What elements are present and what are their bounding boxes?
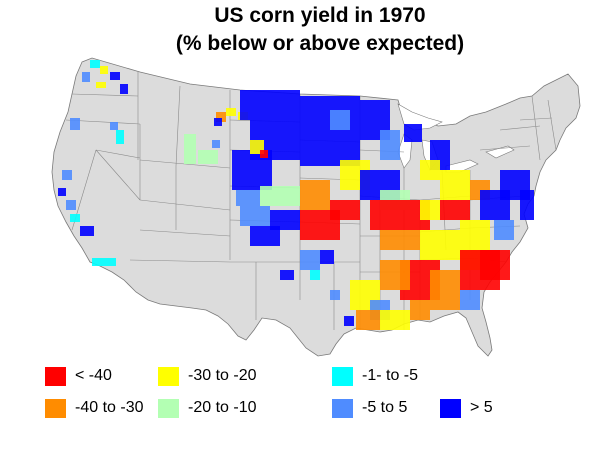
county-patch [110, 72, 120, 80]
county-patch [440, 170, 470, 200]
legend-label: -30 to -20 [188, 367, 257, 384]
county-patch [82, 72, 90, 82]
legend-swatch [158, 366, 179, 386]
county-patch [430, 270, 460, 310]
county-patch [460, 220, 490, 240]
county-patch [356, 310, 380, 330]
county-patch [410, 300, 430, 320]
county-patch [216, 112, 226, 122]
county-patch [260, 186, 300, 206]
map-title-line-2: (% below or above expected) [175, 32, 465, 55]
legend-swatch [158, 398, 179, 418]
county-patch [198, 150, 218, 164]
county-patch [240, 206, 270, 226]
county-patch [260, 150, 268, 158]
county-patch [236, 190, 260, 206]
county-patch [330, 290, 340, 300]
county-patch [320, 250, 334, 264]
county-patch [214, 118, 222, 126]
legend-item-minus-5-to-5: -5 to 5 [332, 397, 407, 419]
county-patch [270, 210, 300, 230]
county-patch [300, 180, 330, 210]
county-patch [370, 200, 400, 230]
county-patch [58, 188, 66, 196]
legend-swatch [45, 366, 66, 386]
county-patch [330, 200, 360, 220]
county-patch [120, 84, 128, 94]
legend-label: -1- to -5 [362, 367, 419, 384]
legend-swatch [440, 398, 461, 418]
county-patch [310, 270, 320, 280]
county-patch [240, 90, 300, 120]
county-patch [96, 82, 106, 88]
county-yield-patches [58, 60, 534, 330]
county-patch [380, 260, 410, 290]
legend-label: -40 to -30 [75, 399, 144, 416]
county-patch [380, 130, 400, 160]
county-patch [70, 118, 80, 130]
legend-label: < -40 [75, 367, 112, 384]
legend-item-minus-10-to-minus-5: -1- to -5 [332, 365, 418, 387]
county-patch [404, 124, 422, 142]
legend-item-minus-30-to-minus-20: -30 to -20 [158, 365, 256, 387]
county-patch [460, 290, 480, 310]
county-patch [420, 230, 460, 260]
county-patch [420, 160, 440, 180]
legend-item-gt-5: > 5 [440, 397, 493, 419]
legend-item-lt-minus-40: < -40 [45, 365, 112, 387]
county-patch [380, 310, 410, 330]
county-patch [116, 130, 124, 144]
county-patch [280, 270, 294, 280]
legend-item-minus-40-to-minus-30: -40 to -30 [45, 397, 143, 419]
county-patch [494, 220, 514, 240]
legend-swatch [332, 398, 353, 418]
county-patch [226, 108, 236, 116]
county-patch [110, 122, 118, 130]
county-patch [420, 200, 440, 220]
legend-label: -5 to 5 [362, 399, 408, 416]
county-patch [250, 226, 280, 246]
county-patch [92, 258, 116, 266]
county-patch [380, 230, 420, 250]
county-patch [330, 110, 350, 130]
county-patch [480, 250, 510, 280]
legend-item-minus-20-to-minus-10: -20 to -10 [158, 397, 256, 419]
legend-swatch [332, 366, 353, 386]
county-patch [62, 170, 72, 180]
county-patch [344, 316, 354, 326]
county-patch [440, 200, 470, 220]
county-patch [70, 214, 80, 222]
legend-label: -20 to -10 [188, 399, 257, 416]
map-title-line-1: US corn yield in 1970 [214, 4, 426, 27]
county-patch [184, 134, 196, 164]
county-patch [80, 226, 94, 236]
county-patch [90, 60, 100, 68]
county-patch [300, 250, 320, 270]
county-patch [212, 140, 220, 148]
legend-swatch [45, 398, 66, 418]
county-patch [520, 190, 534, 220]
legend-label: > 5 [470, 399, 493, 416]
county-patch [100, 66, 108, 74]
county-patch [66, 200, 76, 210]
